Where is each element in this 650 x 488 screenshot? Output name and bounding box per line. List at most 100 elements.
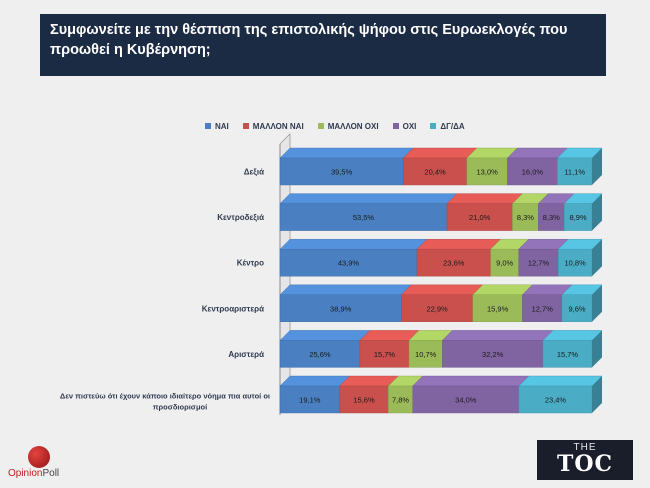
bar-segment-top bbox=[279, 330, 371, 341]
bar-segment-top bbox=[339, 375, 399, 387]
bar-segment bbox=[279, 157, 404, 186]
data-label: 22,9% bbox=[426, 304, 448, 313]
bar-end-face bbox=[592, 376, 602, 413]
bar-segment-top bbox=[402, 147, 478, 159]
bar-segment-top bbox=[279, 375, 351, 387]
data-label: 38,9% bbox=[330, 304, 352, 313]
bar-segment bbox=[518, 248, 559, 277]
data-label: 12,7% bbox=[532, 304, 554, 313]
legend-item: ΔΓ/ΔΑ bbox=[430, 121, 465, 131]
data-label: 23,6% bbox=[443, 259, 465, 268]
data-label: 15,7% bbox=[374, 350, 396, 359]
category-label: Δεξιά bbox=[244, 168, 264, 177]
data-label: 19,1% bbox=[299, 396, 321, 405]
bar-segment bbox=[442, 340, 544, 368]
logo-text-suffix: Poll bbox=[42, 468, 60, 479]
toc-large-text: TOC bbox=[556, 451, 614, 477]
bar-segment-top bbox=[412, 375, 530, 387]
data-label: 7,8% bbox=[392, 396, 409, 405]
data-label: 9,0% bbox=[496, 259, 513, 268]
bar-segment bbox=[538, 203, 565, 231]
bar-segment-top bbox=[441, 330, 554, 341]
legend-label: ΝΑΙ bbox=[215, 121, 229, 131]
bar-segment bbox=[522, 294, 563, 322]
legend-label: ΔΓ/ΔΑ bbox=[440, 121, 465, 131]
category-label: Κεντροδεξιά bbox=[217, 213, 264, 222]
data-label: 25,6% bbox=[309, 350, 331, 359]
bar-segment bbox=[403, 157, 468, 186]
legend-label: ΜΑΛΛΟΝ ΟΧΙ bbox=[327, 121, 379, 131]
title-box: Συμφωνείτε με την θέσπιση της επιστολική… bbox=[40, 14, 606, 76]
data-label: 11,1% bbox=[564, 168, 585, 177]
bar-end-face bbox=[592, 148, 602, 185]
bar-segment-top bbox=[446, 193, 523, 204]
legend-item: ΝΑΙ bbox=[205, 122, 229, 131]
category-label: Κέντρο bbox=[237, 259, 264, 268]
bar-end-face bbox=[592, 330, 602, 368]
bar-segment-top bbox=[279, 147, 414, 159]
bar-segment-top bbox=[542, 330, 603, 341]
data-label: 15,9% bbox=[487, 304, 509, 313]
legend-label: ΜΑΛΛΟΝ ΝΑΙ bbox=[252, 121, 304, 131]
legend-item: ΟΧΙ bbox=[392, 121, 417, 131]
data-label: 8,9% bbox=[570, 213, 587, 222]
data-label: 23,4% bbox=[545, 396, 567, 405]
data-label: 21,0% bbox=[469, 213, 491, 222]
data-label: 16,0% bbox=[522, 168, 544, 177]
logo-text-prefix: Opinion bbox=[8, 468, 43, 479]
thetoc-logo: THE TOC bbox=[537, 440, 633, 480]
bar-segment bbox=[279, 248, 418, 277]
bar-segment bbox=[472, 294, 523, 322]
bar-segment bbox=[466, 157, 508, 186]
bar-segment bbox=[507, 157, 558, 186]
legend-item: ΜΑΛΛΟΝ ΟΧΙ bbox=[317, 121, 379, 131]
data-label: 13,0% bbox=[477, 168, 499, 177]
bar-segment-top bbox=[506, 147, 568, 159]
bar-segment bbox=[279, 385, 340, 414]
bar-segment bbox=[408, 340, 443, 368]
category-label: Αριστερά bbox=[228, 350, 264, 359]
bar-segment bbox=[279, 203, 448, 231]
chart-title: Συμφωνείτε με την θέσπιση της επιστολική… bbox=[50, 22, 568, 58]
data-label: 39,5% bbox=[331, 168, 353, 177]
bar-end-face bbox=[592, 193, 602, 231]
data-label: 32,2% bbox=[482, 350, 504, 359]
data-label: 8,3% bbox=[543, 213, 560, 222]
bar-segment bbox=[564, 203, 593, 231]
bar-segment bbox=[279, 340, 361, 368]
category-label: Δεν πιστεύω ότι έχουν κάποιο ιδιαίτερο ν… bbox=[60, 392, 270, 401]
bar-segment bbox=[416, 248, 491, 277]
data-label: 15,6% bbox=[353, 396, 375, 405]
legend-swatch bbox=[392, 123, 399, 129]
legend-swatch bbox=[430, 123, 437, 129]
legend-swatch bbox=[242, 123, 249, 129]
data-label: 34,0% bbox=[455, 396, 477, 405]
bar-segment bbox=[339, 385, 389, 414]
legend-swatch bbox=[317, 123, 324, 129]
data-label: 10,7% bbox=[415, 350, 437, 359]
opinionpoll-logo-text: OpinionPoll bbox=[8, 468, 59, 479]
bar-segment-top bbox=[279, 284, 412, 295]
data-label: 20,4% bbox=[424, 168, 446, 177]
bar-segment-top bbox=[400, 284, 484, 295]
data-label: 10,8% bbox=[565, 259, 587, 268]
data-label: 53,5% bbox=[353, 213, 375, 222]
bar-segment-top bbox=[279, 238, 428, 250]
bar-end-face bbox=[592, 284, 602, 322]
data-label: 15,7% bbox=[557, 350, 579, 359]
bar-segment bbox=[558, 248, 593, 277]
bar-segment-top bbox=[279, 193, 458, 204]
bar-segment-top bbox=[518, 375, 603, 387]
bar-segment bbox=[557, 157, 593, 186]
legend-label: ΟΧΙ bbox=[402, 121, 417, 131]
data-label: 12,7% bbox=[528, 259, 550, 268]
bar-segment bbox=[446, 203, 513, 231]
data-label: 8,3% bbox=[517, 213, 534, 222]
category-label: Κεντροαριστερά bbox=[202, 304, 264, 313]
bar-segment bbox=[512, 203, 539, 231]
bar-segment-top bbox=[416, 238, 502, 250]
bar-segment bbox=[412, 385, 520, 414]
chart-legend: ΝΑΙ ΜΑΛΛΟΝ ΝΑΙ ΜΑΛΛΟΝ ΟΧΙ ΟΧΙ ΔΓ/ΔΑ bbox=[205, 119, 465, 133]
category-label-continued: προσδιορισμοί bbox=[153, 403, 207, 412]
